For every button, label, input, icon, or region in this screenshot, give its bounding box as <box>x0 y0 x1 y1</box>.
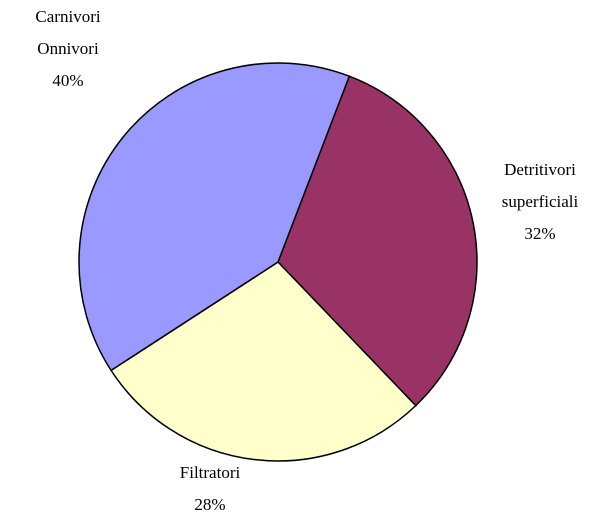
label-line: Filtratori <box>180 463 241 482</box>
label-line: Carnivori <box>35 7 100 26</box>
pie-slice <box>78 62 351 372</box>
value-label: 32% <box>524 224 555 243</box>
slice-label: Detritivori superficiali <box>502 160 579 211</box>
label-line: Onnivori <box>37 39 99 58</box>
pie-slice <box>110 261 417 462</box>
label-line: Detritivori <box>504 160 576 179</box>
value-label: 28% <box>194 495 225 514</box>
label-line: superficiali <box>502 192 579 211</box>
slice-label: Carnivori Onnivori <box>35 7 100 58</box>
pie-slice <box>277 75 478 407</box>
value-label: 40% <box>52 71 83 90</box>
slice-label: Filtratori <box>180 463 241 482</box>
